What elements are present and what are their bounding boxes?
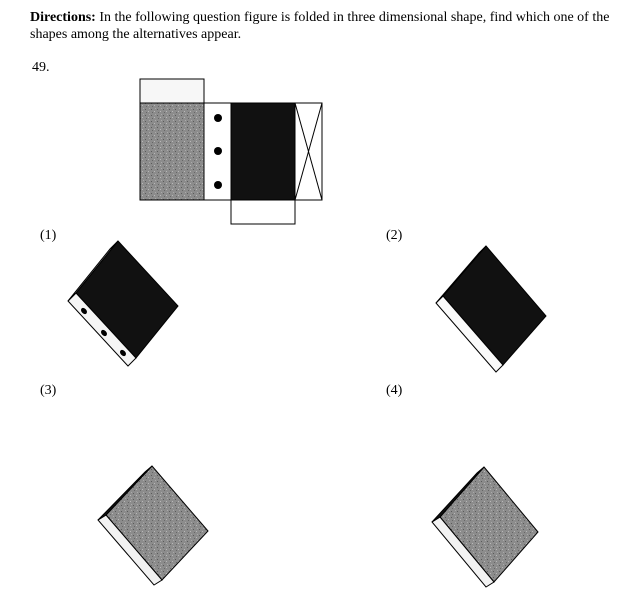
option-3-figure[interactable] [97,465,209,586]
option-2-end-face [435,245,487,304]
directions-lead: Directions: [30,10,96,25]
option-1-dot-3 [120,349,126,357]
option-1-figure[interactable] [67,240,179,367]
option-1-label[interactable]: (1) [40,228,57,243]
net-black-face [230,102,296,201]
option-4-top-face [439,466,539,583]
option-3-end-face [97,465,153,521]
option-1-dot-1 [81,307,87,315]
option-1-dot-2 [101,329,107,337]
option-4-label[interactable]: (4) [386,383,403,398]
net-bottom-flap [230,199,296,225]
option-2-figure[interactable] [435,245,547,373]
net-dot-3 [214,181,222,189]
option-2-top-face [442,245,547,366]
net-top-flap [139,78,205,104]
option-2-label[interactable]: (2) [386,228,403,243]
directions-body: In the following question figure is fold… [30,10,610,42]
net-dot-2 [214,147,222,155]
directions-text: Directions: In the following question fi… [30,9,620,43]
option-1-top-face [75,240,179,359]
option-4-figure[interactable] [431,466,539,588]
option-3-label[interactable]: (3) [40,383,57,398]
net-dot-1 [214,114,222,122]
option-4-end-face [431,466,485,523]
question-net-figure [139,78,323,225]
net-gray-face [139,102,205,201]
question-number: 49. [32,60,50,75]
option-3-top-face [105,465,209,581]
option-1-end-face [67,240,119,302]
